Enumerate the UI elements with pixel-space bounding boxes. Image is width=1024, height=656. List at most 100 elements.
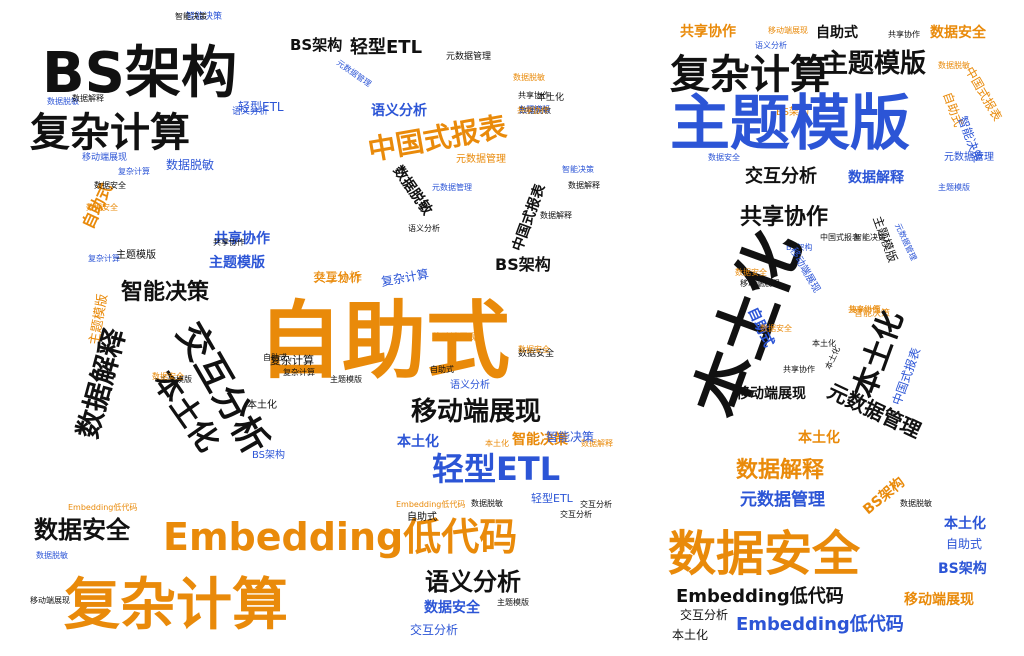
cloud-word: 移动端展现 <box>904 591 974 608</box>
cloud-word: 主题模版 <box>518 104 550 114</box>
cloud-word: 本土化 <box>247 398 277 411</box>
cloud-word: 数据安全 <box>930 24 987 41</box>
cloud-word: 智能决策 <box>562 164 594 174</box>
cloud-word: 智能决策 <box>121 279 210 305</box>
cloud-word: 主题模版 <box>938 182 970 192</box>
cloud-word: 交互分析 <box>580 499 612 509</box>
cloud-word: 复杂计算 <box>849 304 881 314</box>
cloud-word: 数据脱敏 <box>900 498 932 508</box>
cloud-word: 自助式 <box>816 24 858 41</box>
cloud-word: 主题模版 <box>160 374 192 384</box>
cloud-word: Embedding低代码 <box>68 502 137 512</box>
cloud-word: 语义分析 <box>450 378 490 391</box>
cloud-word: 数据安全 <box>86 202 118 212</box>
cloud-word: 数据脱敏 <box>938 60 970 70</box>
cloud-word: 数据脱敏 <box>471 498 503 508</box>
cloud-word: 数据解释 <box>848 169 905 186</box>
cloud-word: 自助式 <box>258 292 510 390</box>
cloud-word: Embedding低代码 <box>396 499 465 509</box>
cloud-word: 数据脱敏 <box>513 72 545 82</box>
cloud-word: 移动端展现 <box>432 331 477 343</box>
cloud-word: BS架构 <box>495 255 551 274</box>
cloud-word: Embedding低代码 <box>676 585 844 607</box>
cloud-word: 主题模版 <box>330 374 362 384</box>
cloud-word: 复杂计算 <box>30 110 190 156</box>
cloud-word: 移动端展现 <box>30 595 70 605</box>
cloud-word: 数据安全 <box>518 344 550 354</box>
cloud-word: 共享协作 <box>314 270 362 285</box>
cloud-word: 复杂计算 <box>118 166 150 176</box>
cloud-word: 元数据管理 <box>740 489 825 510</box>
cloud-word: BS架构 <box>786 242 812 252</box>
cloud-word: 数据安全 <box>735 267 767 277</box>
cloud-word: 共享协作 <box>517 105 549 115</box>
cloud-word: 本土化 <box>812 338 836 348</box>
cloud-word: 共享协作 <box>783 364 815 374</box>
cloud-word: 智能决策 <box>186 10 222 22</box>
cloud-word: 复杂计算 <box>283 367 315 377</box>
cloud-word: 移动端展现 <box>411 397 541 427</box>
cloud-word: 自助式 <box>430 364 454 374</box>
cloud-word: 共享协作 <box>214 230 270 247</box>
cloud-word: 数据安全 <box>152 371 184 381</box>
cloud-word: 数据脱敏 <box>519 105 551 115</box>
cloud-word: 元数据管理 <box>456 152 506 165</box>
cloud-word: 智能决策 <box>854 307 890 319</box>
cloud-word: 自助式 <box>407 510 437 523</box>
cloud-word: Embedding低代码 <box>163 515 517 559</box>
cloud-word: 本土化 <box>537 91 564 103</box>
cloud-word: BS架构 <box>938 560 987 577</box>
cloud-word: 复杂计算 <box>380 266 430 289</box>
cloud-word: 复杂计算 <box>270 353 314 367</box>
cloud-word: 数据脱敏 <box>36 550 68 560</box>
cloud-word: 中国式报表 <box>820 232 860 242</box>
cloud-word: 共享协作 <box>213 237 245 247</box>
cloud-word: 数据解释 <box>71 324 132 442</box>
cloud-word: 共享协作 <box>848 304 880 314</box>
cloud-word: 本土化 <box>672 628 708 642</box>
cloud-word: 本土化 <box>397 433 439 450</box>
cloud-word: 智能决策 <box>511 431 569 448</box>
cloud-word: 元数据管理 <box>432 182 472 192</box>
cloud-word: 移动端展现 <box>768 25 808 35</box>
cloud-word: 数据解释 <box>581 438 613 448</box>
cloud-word: 智能决策 <box>854 232 886 242</box>
cloud-word: 复杂计算 <box>88 253 120 263</box>
cloud-word: 交互分析 <box>313 269 361 284</box>
cloud-word: 数据解释 <box>540 210 572 220</box>
cloud-word: 主题模版 <box>116 248 156 261</box>
cloud-word: 数据解释 <box>72 93 104 103</box>
cloud-word: 复杂计算 <box>670 52 830 98</box>
cloud-word: 数据脱敏 <box>390 163 437 219</box>
cloud-word: 共享协作 <box>680 23 736 40</box>
cloud-word: 移动端展现 <box>82 151 127 163</box>
cloud-word: 智能决策 <box>546 429 594 444</box>
cloud-word: BS架构 <box>252 448 285 461</box>
cloud-word: 轻型ETL <box>531 491 574 505</box>
cloud-word: 自助式 <box>946 537 982 551</box>
cloud-word: 元数据管理 <box>446 50 491 62</box>
cloud-word: Embedding低代码 <box>736 613 904 635</box>
cloud-word: 数据安全 <box>424 599 481 616</box>
cloud-word: 元数据管理 <box>944 150 994 163</box>
cloud-word: 移动端展现 <box>736 385 806 402</box>
cloud-word: 语义分析 <box>425 568 521 596</box>
cloud-word: 共享协作 <box>518 90 550 100</box>
cloud-word: 交互分析 <box>410 622 458 637</box>
cloud-word: 数据安全 <box>668 526 861 582</box>
cloud-word: BS架构 <box>290 36 342 54</box>
cloud-word: 共享协作 <box>888 29 920 39</box>
cloud-word: 交互分析 <box>680 607 728 622</box>
cloud-word: 本土化 <box>944 515 986 532</box>
cloud-word: 数据解释 <box>736 457 825 483</box>
cloud-word: 本土化 <box>798 429 840 446</box>
cloud-word: 轻型ETL <box>432 450 560 488</box>
cloud-word: 数据安全 <box>34 516 131 544</box>
cloud-word: 本土化 <box>823 345 842 371</box>
cloud-word: BS架构 <box>776 105 809 118</box>
cloud-word: BS架构 <box>860 474 908 518</box>
cloud-word: 主题模版 <box>497 597 529 607</box>
cloud-word: 交互分析 <box>560 509 592 519</box>
